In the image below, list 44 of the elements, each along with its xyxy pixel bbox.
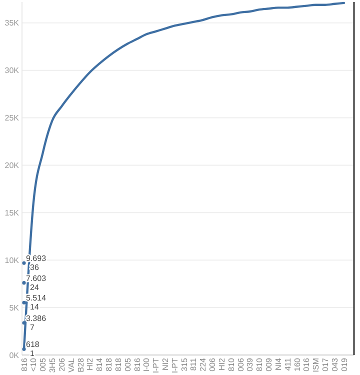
x-tick-label: B28: [76, 357, 86, 372]
annotation: 618 1: [26, 340, 40, 358]
x-tick-label: 039: [246, 357, 255, 372]
x-tick-label: 818: [114, 357, 123, 372]
x-tick-label: 005: [123, 357, 132, 372]
y-tick-label: 30K: [4, 66, 20, 76]
y-tick-label: 0K: [9, 350, 20, 360]
y-tick-label: 10K: [4, 256, 20, 265]
x-tick-label: 814: [95, 357, 104, 372]
x-tick-label: HI2: [86, 357, 95, 370]
y-tick-label: 15K: [4, 208, 20, 218]
x-tick-label: <10: [29, 357, 38, 372]
y-tick-label: 5K: [9, 303, 20, 312]
x-tick-label: 043: [330, 357, 340, 372]
x-tick-label: 3H5: [48, 357, 58, 373]
x-tick-label: 810: [226, 357, 236, 372]
x-tick-label: 816: [20, 357, 29, 372]
x-tick-label: 006: [208, 357, 218, 372]
x-tick-label: NI2: [160, 357, 170, 370]
x-tick-label: 206: [57, 357, 66, 372]
x-tick-label: 009: [264, 357, 274, 372]
x-tick-label: I-PT: [152, 358, 161, 374]
y-tick-label: 35K: [4, 18, 20, 28]
x-tick-label: 160: [292, 357, 302, 372]
x-tick-label: 818: [104, 357, 114, 372]
x-tick-label: 016: [302, 357, 312, 372]
x-tick-label: I-PT: [170, 358, 180, 374]
x-tick-label: I-00: [142, 357, 152, 372]
y-tick-label: 25K: [4, 114, 20, 123]
x-tick-label: 811: [189, 357, 198, 371]
x-tick-label: ISM: [312, 358, 321, 372]
x-tick-label: 019: [340, 357, 349, 372]
x-tick-label: VAL: [66, 357, 76, 373]
y-tick-label: 20K: [4, 161, 20, 170]
x-tick-label: 816: [132, 357, 142, 372]
x-tick-label: 006: [236, 357, 246, 372]
x-tick-label: 017: [320, 357, 330, 372]
x-tick-label: 411: [283, 357, 292, 371]
x-tick-label: NI4: [274, 357, 283, 370]
x-tick-label: 315: [180, 357, 189, 372]
x-tick-label: 224: [198, 357, 208, 372]
x-tick-label: HI2: [217, 357, 226, 370]
x-tick-label: 810: [255, 357, 264, 372]
x-tick-label: 005: [38, 357, 48, 372]
